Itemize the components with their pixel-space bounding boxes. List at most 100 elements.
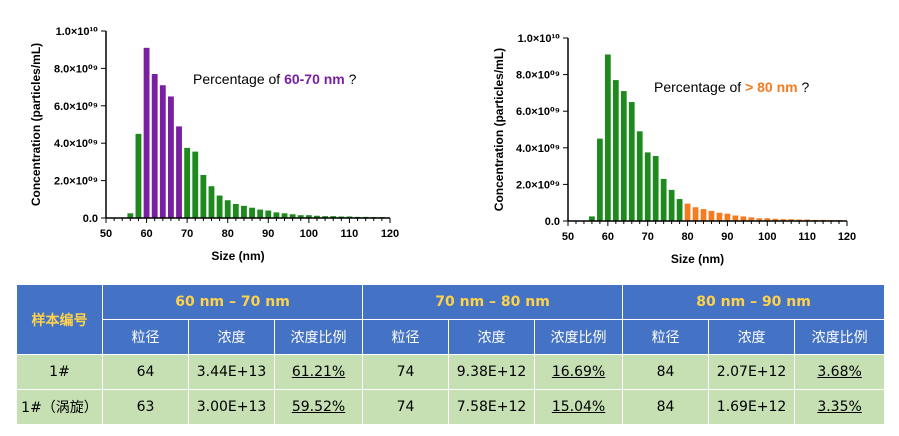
bar — [764, 218, 771, 221]
bar — [135, 133, 142, 218]
bar — [684, 203, 691, 221]
size-cell: 74 — [362, 389, 450, 425]
chart-right: 50 60 70 80 90 100 110 120 0.0 2.0×10⁰⁹ 4.0×10⁰⁹ 6.… — [492, 33, 856, 266]
bar — [676, 199, 683, 221]
bar — [700, 209, 707, 221]
bar — [249, 207, 255, 218]
sub-header-concentration: 浓度 — [448, 319, 536, 355]
bar — [780, 219, 787, 221]
bar — [151, 74, 158, 218]
annotation-highlight: 60-70 nm — [284, 71, 345, 87]
annotation-prefix: Percentage of — [654, 79, 745, 95]
x-tick-label: 100 — [758, 231, 776, 243]
y-tick-label: 2.0×10⁰⁹ — [516, 179, 560, 191]
y-tick-label: 1.0×10¹⁰ — [518, 33, 561, 45]
size-cell: 63 — [102, 389, 189, 425]
group-header-80-90: 80 nm – 90 nm — [622, 284, 886, 320]
bar — [330, 216, 337, 218]
ratio-cell: 3.68% — [794, 354, 886, 390]
bar — [200, 174, 207, 218]
bar — [724, 213, 731, 221]
size-cell: 64 — [102, 354, 189, 390]
y-tick-label: 6.0×10⁰⁹ — [54, 101, 98, 113]
bar — [788, 219, 795, 221]
bar — [224, 200, 231, 218]
bar — [167, 96, 174, 218]
bar — [628, 102, 635, 221]
bar — [716, 212, 723, 221]
sub-header-size: 粒径 — [362, 319, 450, 355]
bar — [257, 209, 264, 218]
bar — [192, 151, 199, 218]
x-axis-label: Size (nm) — [671, 252, 724, 266]
y-tick-label: 4.0×10⁰⁹ — [516, 143, 560, 155]
bar — [636, 131, 643, 221]
annotation-highlight: > 80 nm — [745, 79, 798, 95]
bar — [620, 91, 627, 221]
bar — [597, 138, 603, 221]
bar — [127, 213, 134, 218]
annotation-text: Percentage of 60-70 nm ? — [193, 71, 357, 87]
x-tick-label: 70 — [642, 231, 654, 243]
x-tick-label: 90 — [262, 228, 274, 240]
concentration-cell: 1.69E+12 — [708, 389, 796, 425]
sub-header-concentration: 浓度 — [188, 319, 275, 355]
bar — [652, 156, 659, 221]
bar — [604, 54, 611, 221]
x-axis-label: Size (nm) — [211, 249, 264, 263]
group-header-70-80: 70 nm – 80 nm — [362, 284, 624, 320]
y-axis-label: Concentration (particles/mL) — [492, 48, 506, 211]
ratio-cell: 61.21% — [273, 354, 364, 390]
x-tick-label: 90 — [721, 231, 733, 243]
x-tick-label: 60 — [602, 231, 614, 243]
x-tick-label: 120 — [838, 231, 856, 243]
results-table: 样本编号 60 nm – 70 nm 70 nm – 80 nm 80 nm –… — [16, 284, 886, 425]
results-table-container: 样本编号 60 nm – 70 nm 70 nm – 80 nm 80 nm –… — [16, 284, 886, 425]
bar — [305, 215, 312, 218]
y-tick-label: 1.0×10¹⁰ — [56, 26, 99, 38]
y-tick-label: 0.0 — [545, 216, 560, 228]
bar — [732, 215, 739, 221]
bar — [589, 216, 595, 221]
size-cell: 84 — [622, 389, 710, 425]
x-tick-label: 80 — [222, 228, 234, 240]
bar — [692, 207, 699, 221]
chart-left: 50 60 70 80 90 100 110 120 0.0 2.0×10⁰⁹ 4.0×10⁰⁹ 6.… — [29, 26, 399, 263]
sub-header-size: 粒径 — [622, 319, 710, 355]
sample-id-header: 样本编号 — [16, 284, 103, 355]
bar — [322, 216, 329, 218]
x-tick-label: 120 — [381, 228, 399, 240]
y-tick-label: 2.0×10⁰⁹ — [54, 176, 98, 188]
sample-id-cell: 1#（涡旋） — [16, 389, 103, 425]
concentration-cell: 2.07E+12 — [708, 354, 796, 390]
ratio-cell: 59.52% — [273, 389, 364, 425]
x-tick-label: 50 — [562, 231, 574, 243]
bar — [644, 152, 651, 221]
bar — [208, 186, 215, 218]
y-tick-label: 4.0×10⁰⁹ — [54, 138, 98, 150]
bar — [612, 80, 619, 221]
bar — [314, 215, 320, 218]
size-cell: 84 — [622, 354, 710, 390]
sub-header-concentration: 浓度 — [708, 319, 796, 355]
sub-header-size: 粒径 — [102, 319, 189, 355]
y-tick-label: 0.0 — [83, 213, 98, 225]
table-row: 1#（涡旋） 63 3.00E+13 59.52% 74 7.58E+12 15… — [16, 389, 886, 425]
bar — [660, 178, 667, 221]
bar — [668, 189, 675, 221]
bar — [159, 85, 166, 218]
sub-header-ratio: 浓度比例 — [794, 319, 886, 355]
bar — [216, 195, 223, 218]
group-header-60-70: 60 nm – 70 nm — [101, 284, 364, 320]
x-tick-label: 60 — [140, 228, 152, 240]
bar — [143, 47, 150, 218]
ratio-cell: 15.04% — [534, 389, 624, 425]
charts-area: 50 60 70 80 90 100 110 120 0.0 2.0×10⁰⁹ 4.0×10⁰⁹ 6.… — [29, 26, 856, 266]
bar — [232, 203, 239, 218]
bar — [740, 216, 747, 221]
concentration-cell: 7.58E+12 — [448, 389, 536, 425]
y-tick-label: 8.0×10⁰⁹ — [516, 70, 560, 82]
annotation-text: Percentage of > 80 nm ? — [654, 79, 809, 95]
x-tick-label: 100 — [300, 228, 318, 240]
sub-header-ratio: 浓度比例 — [534, 319, 624, 355]
